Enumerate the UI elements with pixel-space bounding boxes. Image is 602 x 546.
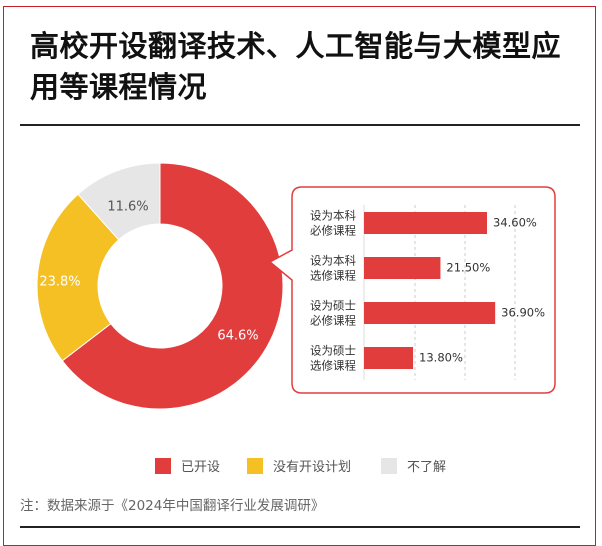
footnote: 注：数据来源于《2024年中国翻译行业发展调研》 — [20, 498, 325, 514]
bar-category-label: 选修课程 — [310, 269, 356, 283]
bar-category-label: 设为硕士 — [310, 344, 356, 358]
slice-label: 11.6% — [107, 200, 148, 215]
legend: 已开设 没有开设计划 不了解 — [0, 456, 602, 476]
title-divider — [20, 124, 580, 126]
bar — [364, 257, 441, 279]
legend-item-unknown: 不了解 — [381, 456, 446, 475]
bar-value-label: 21.50% — [446, 261, 490, 275]
bar-category-label: 必修课程 — [310, 224, 356, 238]
bar — [364, 212, 488, 234]
legend-swatch — [155, 457, 171, 474]
bar-category-label: 设为硕士 — [310, 299, 356, 313]
bar-category-label: 设为本科 — [310, 209, 356, 223]
legend-swatch — [247, 457, 263, 474]
bottom-divider — [20, 526, 580, 528]
bar-value-label: 36.90% — [501, 306, 545, 320]
slice-label: 64.6% — [217, 329, 258, 344]
legend-label: 已开设 — [181, 460, 221, 475]
callout-box — [268, 186, 556, 394]
legend-label: 没有开设计划 — [273, 460, 352, 475]
chart-area: 64.6%23.8%11.6%34.60%设为本科必修课程21.50%设为本科选… — [36, 162, 556, 410]
donut-slice — [61, 162, 284, 410]
bar-category-label: 设为本科 — [310, 254, 356, 268]
bar — [364, 302, 496, 324]
legend-label: 不了解 — [407, 460, 447, 475]
page-title: 高校开设翻译技术、人工智能与大模型应用等课程情况 — [30, 29, 562, 104]
bar-category-label: 必修课程 — [310, 314, 356, 328]
legend-swatch — [381, 457, 397, 474]
legend-item-opened: 已开设 — [155, 456, 220, 475]
bar-value-label: 13.80% — [419, 351, 463, 365]
legend-item-no-plan: 没有开设计划 — [247, 456, 351, 475]
donut-slice — [36, 193, 120, 362]
donut-slice — [77, 162, 161, 241]
bar-category-label: 选修课程 — [310, 359, 356, 373]
bar — [364, 347, 414, 369]
slice-label: 23.8% — [39, 275, 80, 290]
bar-value-label: 34.60% — [493, 216, 537, 230]
